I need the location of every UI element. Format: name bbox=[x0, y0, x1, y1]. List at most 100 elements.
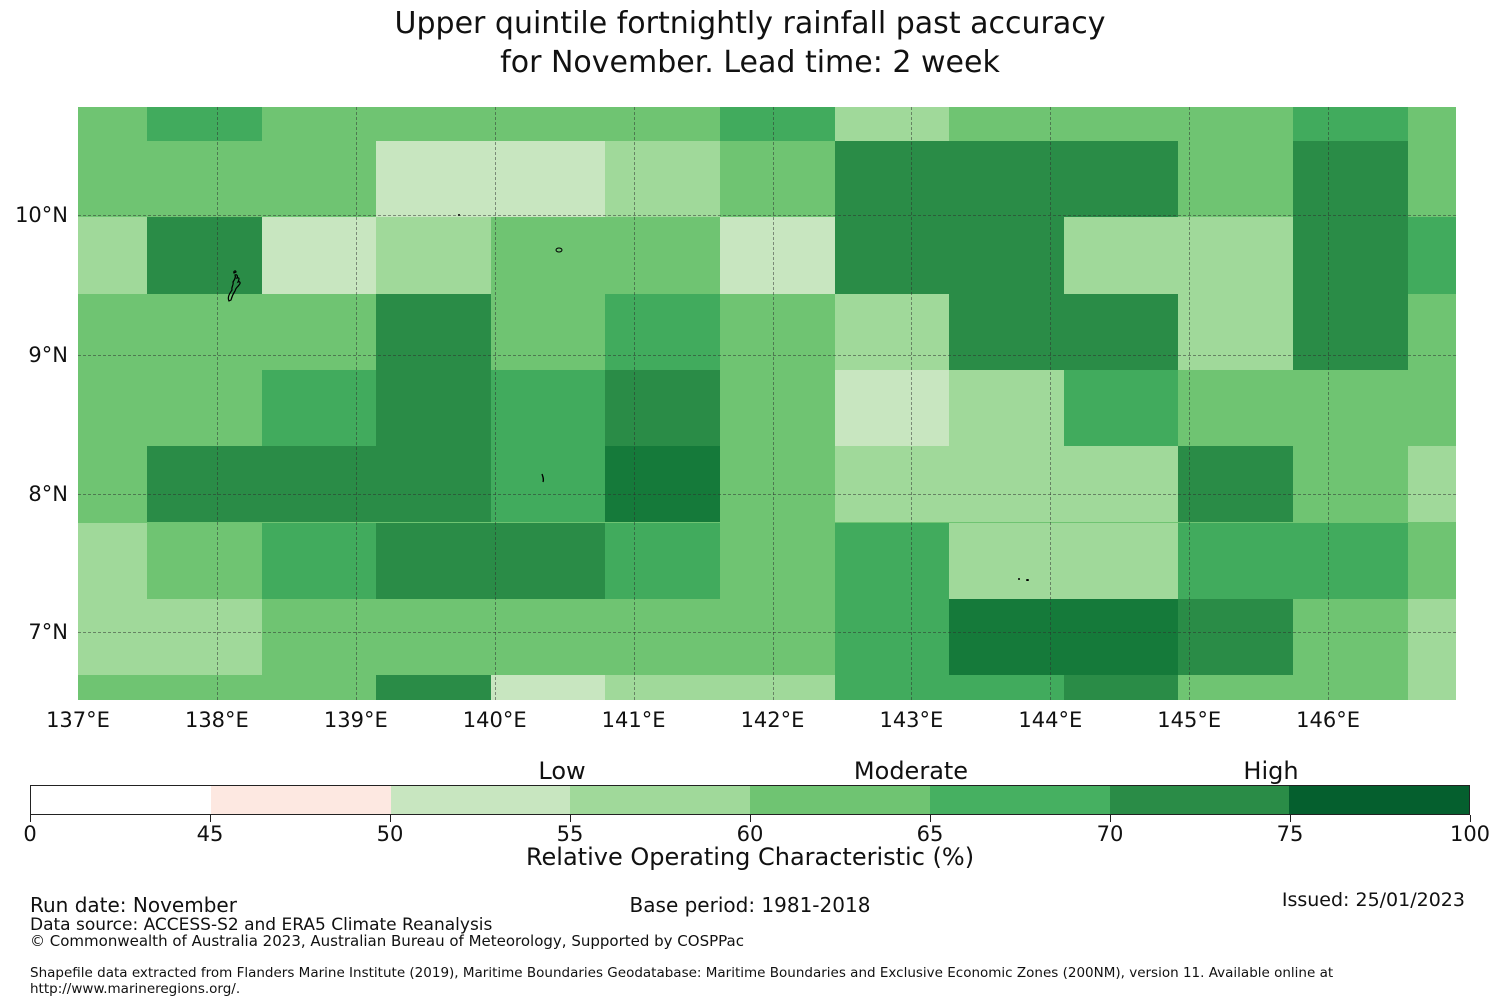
map-cell bbox=[949, 369, 1064, 447]
map-cell bbox=[376, 107, 491, 141]
map-cell bbox=[261, 675, 377, 700]
chart-title: Upper quintile fortnightly rainfall past… bbox=[0, 4, 1500, 82]
map-cell bbox=[949, 107, 1064, 141]
map-cell bbox=[605, 675, 720, 700]
colorbar-title: Relative Operating Characteristic (%) bbox=[525, 843, 975, 871]
lon-gridline bbox=[1189, 107, 1191, 700]
map-cell bbox=[720, 217, 835, 294]
colorbar-tick-label: 75 bbox=[1276, 822, 1304, 846]
map-cell bbox=[78, 522, 147, 599]
colorbar-tick bbox=[390, 815, 391, 822]
map-cell bbox=[720, 293, 835, 370]
map-cell bbox=[1178, 217, 1293, 294]
shapefile-attribution-text: Shapefile data extracted from Flanders M… bbox=[30, 965, 1334, 997]
map-cell bbox=[490, 107, 606, 141]
map-cell bbox=[834, 293, 950, 370]
colorbar-segment bbox=[1109, 786, 1290, 814]
map-cell bbox=[376, 141, 491, 218]
map-cell bbox=[834, 369, 950, 447]
map-cell bbox=[490, 369, 606, 447]
chart-title-line2: for November. Lead time: 2 week bbox=[500, 45, 1000, 80]
lon-gridline bbox=[633, 107, 635, 700]
map-cell bbox=[376, 598, 491, 676]
map-cell bbox=[490, 141, 606, 218]
map-cell bbox=[376, 369, 491, 447]
map-cell bbox=[720, 598, 835, 676]
map-cell bbox=[834, 675, 950, 700]
map-cell bbox=[1063, 293, 1179, 370]
colorbar-category-low: Low bbox=[538, 757, 586, 785]
map-cell bbox=[834, 217, 950, 294]
map-cell bbox=[1063, 522, 1179, 599]
colorbar-segment bbox=[1289, 786, 1469, 814]
map-cell bbox=[78, 217, 147, 294]
map-cell bbox=[261, 107, 377, 141]
map-cell bbox=[1178, 598, 1293, 676]
map-cell bbox=[1063, 107, 1179, 141]
lon-gridline bbox=[772, 107, 774, 700]
map-cell bbox=[720, 446, 835, 523]
map-cell bbox=[720, 675, 835, 700]
colorbar-tick-label: 50 bbox=[376, 822, 404, 846]
map-cell bbox=[490, 522, 606, 599]
map-cell bbox=[261, 446, 377, 523]
map-cell bbox=[376, 446, 491, 523]
colorbar-tick bbox=[570, 815, 571, 822]
lat-gridline bbox=[78, 494, 1456, 495]
map-cell bbox=[490, 675, 606, 700]
map-cell bbox=[1293, 446, 1408, 523]
colorbar-segment bbox=[31, 786, 211, 814]
heatmap bbox=[78, 107, 1456, 700]
colorbar-tick bbox=[30, 815, 31, 822]
map-cell bbox=[147, 141, 262, 218]
y-tick-label: 7°N bbox=[28, 619, 68, 644]
colorbar-segment bbox=[390, 786, 571, 814]
map-cell bbox=[605, 107, 720, 141]
map-cell bbox=[376, 675, 491, 700]
map-cell bbox=[605, 217, 720, 294]
map-cell bbox=[147, 522, 262, 599]
map-cell bbox=[949, 675, 1064, 700]
map-cell bbox=[720, 141, 835, 218]
island-outline bbox=[227, 270, 241, 302]
map-cell bbox=[1407, 141, 1456, 218]
map-cell bbox=[949, 141, 1064, 218]
map-cell bbox=[1178, 107, 1293, 141]
lat-gridline bbox=[78, 354, 1456, 356]
map-cell bbox=[1178, 446, 1293, 523]
chart-title-line1: Upper quintile fortnightly rainfall past… bbox=[394, 6, 1106, 41]
colorbar-segment bbox=[210, 786, 391, 814]
map-cell bbox=[1293, 675, 1408, 700]
map-cell bbox=[1178, 522, 1293, 599]
colorbar-tick bbox=[1290, 815, 1291, 822]
map-cell bbox=[834, 107, 950, 141]
map-cell bbox=[834, 446, 950, 523]
map-cell bbox=[147, 293, 262, 370]
colorbar-tick-label: 100 bbox=[1449, 822, 1491, 846]
map-cell bbox=[78, 598, 147, 676]
map-cell bbox=[605, 369, 720, 447]
colorbar-tick-label: 70 bbox=[1096, 822, 1124, 846]
y-tick-label: 10°N bbox=[15, 203, 68, 227]
lon-gridline bbox=[911, 107, 913, 700]
x-tick-label: 143°E bbox=[879, 708, 944, 732]
map-cell bbox=[1063, 141, 1179, 218]
map-cell bbox=[1407, 598, 1456, 676]
x-tick-label: 140°E bbox=[462, 708, 527, 732]
map-cell bbox=[261, 293, 377, 370]
map-cell bbox=[78, 141, 147, 218]
map-cell bbox=[1063, 598, 1179, 676]
map-cell bbox=[949, 522, 1064, 599]
lon-gridline bbox=[494, 107, 496, 700]
map-cell bbox=[490, 293, 606, 370]
islet-dot bbox=[1026, 579, 1029, 581]
x-tick-label: 138°E bbox=[184, 708, 249, 732]
map-cell bbox=[376, 522, 491, 599]
colorbar-tick bbox=[750, 815, 751, 822]
map-cell bbox=[1407, 369, 1456, 447]
map-cell bbox=[490, 598, 606, 676]
map-cell bbox=[1407, 522, 1456, 599]
map-cell bbox=[720, 522, 835, 599]
colorbar-segment bbox=[929, 786, 1110, 814]
